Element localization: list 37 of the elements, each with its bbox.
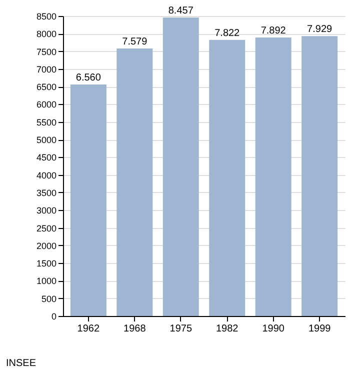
y-tick-label: 6000 bbox=[36, 100, 56, 110]
y-tick-label: 1000 bbox=[36, 276, 56, 286]
data-label: 7.929 bbox=[307, 24, 333, 36]
y-tick-label: 2000 bbox=[36, 240, 56, 251]
y-tick-label: 1500 bbox=[36, 258, 56, 269]
bar bbox=[255, 37, 292, 316]
bar bbox=[70, 84, 106, 316]
x-tick-label: 1990 bbox=[262, 324, 285, 334]
data-label: 8.457 bbox=[168, 6, 194, 17]
y-tick-label: 6500 bbox=[36, 82, 56, 92]
x-tick-label: 1962 bbox=[77, 324, 100, 334]
y-tick-label: 500 bbox=[41, 294, 56, 304]
y-tick-label: 7000 bbox=[36, 64, 56, 74]
bar bbox=[209, 40, 246, 316]
y-tick-label: 5500 bbox=[36, 117, 56, 128]
data-label: 7.822 bbox=[214, 28, 240, 39]
y-tick-label: 4500 bbox=[36, 152, 56, 163]
y-tick-label: 3000 bbox=[36, 206, 56, 216]
bar bbox=[302, 36, 338, 316]
bar bbox=[162, 18, 199, 316]
bar bbox=[116, 48, 153, 316]
y-tick-label: 8000 bbox=[36, 29, 56, 40]
x-tick-label: 1982 bbox=[216, 324, 239, 334]
data-label: 7.579 bbox=[122, 36, 148, 48]
x-tick-label: 1968 bbox=[124, 324, 146, 334]
text: INSEE bbox=[6, 358, 36, 369]
y-tick-label: 2500 bbox=[36, 223, 56, 234]
data-label: 7.892 bbox=[260, 25, 286, 36]
y-tick-label: 0 bbox=[51, 312, 56, 322]
x-tick-label: 1999 bbox=[308, 324, 332, 334]
y-tick-label: 5000 bbox=[36, 135, 56, 146]
y-tick-label: 8500 bbox=[36, 12, 56, 22]
x-tick-label: 1975 bbox=[170, 324, 192, 334]
y-tick-label: 7500 bbox=[36, 46, 56, 57]
data-label: 6.560 bbox=[76, 72, 102, 84]
y-tick-label: 4000 bbox=[36, 170, 56, 180]
y-tick-label: 3500 bbox=[36, 188, 56, 198]
